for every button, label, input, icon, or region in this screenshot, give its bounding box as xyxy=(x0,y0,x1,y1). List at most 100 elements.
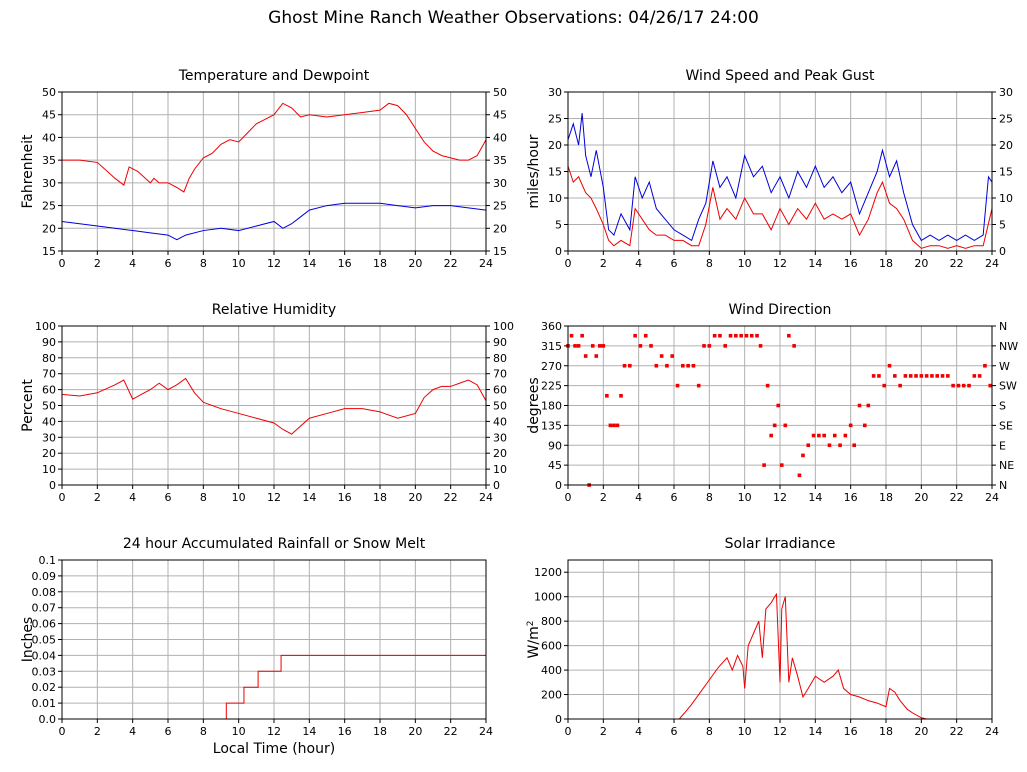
wdir-point xyxy=(827,443,832,448)
solar-ytick-label: 200 xyxy=(541,689,562,702)
wdir-ytick-label: 360 xyxy=(541,320,562,333)
temp-series-line-blue xyxy=(61,202,487,241)
rh-ytick-label: 50 xyxy=(42,400,56,413)
solar-xtick-label: 0 xyxy=(565,725,572,738)
wdir-point xyxy=(811,433,816,438)
temp-ytick-label: 35 xyxy=(42,154,56,167)
wdir-point xyxy=(882,383,887,388)
temp-ytick-label: 40 xyxy=(42,131,56,144)
wdir-xtick-label: 6 xyxy=(671,491,678,504)
wdir-point xyxy=(643,333,648,338)
rh-xtick-label: 10 xyxy=(232,491,246,504)
solar-ytick-label: 1200 xyxy=(534,566,562,579)
wind-ytick-label: 10 xyxy=(548,192,562,205)
rain-title: 24 hour Accumulated Rainfall or Snow Mel… xyxy=(123,536,426,552)
temp-xtick-label: 16 xyxy=(338,257,352,270)
wdir-point xyxy=(583,354,588,358)
rh-xtick-label: 24 xyxy=(479,491,493,504)
wind-ytick-label: 15 xyxy=(548,166,562,179)
wdir-point xyxy=(832,433,837,438)
wdir-point xyxy=(848,423,853,428)
rh-ytick-label: 80 xyxy=(42,352,56,365)
solar-ytick-label: 600 xyxy=(541,640,562,653)
wind-ytick-label: 5 xyxy=(555,219,562,232)
wdir-point xyxy=(707,344,712,348)
wdir-point xyxy=(769,433,773,438)
wdir-point xyxy=(598,344,602,348)
wdir-ytick-right-label: SE xyxy=(999,419,1013,432)
wind-xtick-label: 20 xyxy=(914,257,928,270)
wind-xtick-label: 14 xyxy=(808,257,822,270)
wdir-point xyxy=(612,423,616,428)
wdir-point xyxy=(772,423,777,428)
rh-ytick-label: 20 xyxy=(42,447,56,460)
wind-xtick-label: 2 xyxy=(600,257,607,270)
temp-xtick-label: 20 xyxy=(408,257,422,270)
wdir-point xyxy=(783,423,788,428)
wdir-point xyxy=(817,433,821,438)
temp-xtick-label: 6 xyxy=(165,257,172,270)
temp-title: Temperature and Dewpoint xyxy=(178,68,370,84)
solar-xtick-label: 14 xyxy=(808,725,822,738)
wind-series-line-red xyxy=(567,166,993,249)
temp-xtick-label: 0 xyxy=(59,257,66,270)
rain-xtick-label: 12 xyxy=(267,725,281,738)
wdir-ytick-label: 90 xyxy=(548,439,562,452)
wdir-point xyxy=(908,374,913,378)
wind-ytick-right-label: 20 xyxy=(999,139,1013,152)
temp-xtick-label: 4 xyxy=(129,257,136,270)
wdir-point xyxy=(779,463,784,467)
rain-xtick-label: 16 xyxy=(338,725,352,738)
wdir-point xyxy=(972,374,977,378)
wdir-ytick-right-label: N xyxy=(999,479,1007,492)
wdir-point xyxy=(601,344,606,348)
rh-ytick-right-label: 0 xyxy=(493,479,500,492)
rain-ytick-label: 0.07 xyxy=(32,602,57,615)
temp-ytick-right-label: 45 xyxy=(493,109,507,122)
rh-title: Relative Humidity xyxy=(212,302,336,318)
rain-xtick-label: 8 xyxy=(200,725,207,738)
solar-ytick-label: 1000 xyxy=(534,591,562,604)
wdir-point xyxy=(983,363,987,368)
wdir-xtick-label: 2 xyxy=(600,491,607,504)
temp-ytick-label: 20 xyxy=(42,222,56,235)
solar-xtick-label: 2 xyxy=(600,725,607,738)
rain-ytick-label: 0.01 xyxy=(32,697,57,710)
temp-xtick-label: 2 xyxy=(94,257,101,270)
solar-ytick-label: 400 xyxy=(541,664,562,677)
rh-xtick-label: 8 xyxy=(200,491,207,504)
wdir-point xyxy=(628,363,632,368)
solar-ytick-label: 0 xyxy=(555,713,562,726)
wdir-point xyxy=(956,383,961,388)
wdir-xtick-label: 20 xyxy=(914,491,928,504)
wdir-point xyxy=(734,333,738,338)
rh-ytick-right-label: 70 xyxy=(493,368,507,381)
temp-ytick-right-label: 25 xyxy=(493,200,507,213)
wdir-ytick-right-label: NE xyxy=(999,459,1014,472)
wdir-ytick-label: 45 xyxy=(548,459,562,472)
rain-xtick-label: 14 xyxy=(302,725,316,738)
wdir-point xyxy=(744,333,749,338)
rh-xtick-label: 18 xyxy=(373,491,387,504)
wind-ylabel: miles/hour xyxy=(526,134,542,208)
rh-ytick-right-label: 90 xyxy=(493,336,507,349)
wind-title: Wind Speed and Peak Gust xyxy=(686,68,875,84)
wind-xtick-label: 12 xyxy=(773,257,787,270)
wdir-point xyxy=(702,344,706,348)
rh-xtick-label: 2 xyxy=(94,491,101,504)
wind-ytick-right-label: 10 xyxy=(999,192,1013,205)
wind-ytick-right-label: 25 xyxy=(999,113,1013,126)
wdir-point xyxy=(797,473,802,478)
solar-title: Solar Irradiance xyxy=(725,536,836,552)
wdir-point xyxy=(576,344,581,348)
temp-xtick-label: 24 xyxy=(479,257,493,270)
wind-xtick-label: 4 xyxy=(635,257,642,270)
wdir-point xyxy=(977,374,982,378)
rh-xtick-label: 20 xyxy=(408,491,422,504)
rh-ytick-label: 70 xyxy=(42,368,56,381)
wdir-xtick-label: 16 xyxy=(844,491,858,504)
wind-xtick-label: 22 xyxy=(950,257,964,270)
rh-ytick-label: 40 xyxy=(42,415,56,428)
rh-xtick-label: 4 xyxy=(129,491,136,504)
rh-ytick-right-label: 20 xyxy=(493,447,507,460)
